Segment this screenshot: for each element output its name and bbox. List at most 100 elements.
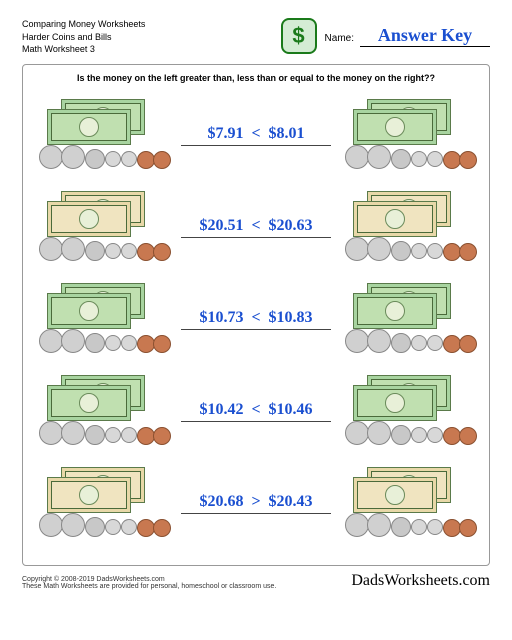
bill-icon <box>353 201 437 237</box>
coin-icon <box>367 237 391 261</box>
copyright-text: Copyright © 2008-2019 DadsWorksheets.com <box>22 576 276 583</box>
problem-row: $20.51 < $20.63 <box>33 189 479 267</box>
coin-icon <box>153 151 171 169</box>
bill-icon <box>47 477 131 513</box>
coin-icon <box>427 151 443 167</box>
money-pile <box>339 97 479 175</box>
coin-icon <box>345 421 369 445</box>
coin-icon <box>153 519 171 537</box>
coin-icon <box>39 329 63 353</box>
coin-icon <box>459 335 477 353</box>
coin-icon <box>427 427 443 443</box>
bill-icon <box>353 477 437 513</box>
header-right: $ Name: Answer Key <box>281 18 490 54</box>
coin-icon <box>121 151 137 167</box>
money-pile <box>339 189 479 267</box>
coin-icon <box>411 519 427 535</box>
coin-icon <box>85 241 105 261</box>
title-block: Comparing Money Worksheets Harder Coins … <box>22 18 145 56</box>
coin-icon <box>153 243 171 261</box>
coin-icon <box>39 145 63 169</box>
title-line-1: Comparing Money Worksheets <box>22 18 145 31</box>
coin-icon <box>345 237 369 261</box>
money-pile <box>33 97 173 175</box>
coin-icon <box>391 333 411 353</box>
worksheet-header: Comparing Money Worksheets Harder Coins … <box>22 18 490 56</box>
money-pile <box>33 189 173 267</box>
brand-text: DadsWorksheets.com <box>351 572 490 590</box>
coin-icon <box>411 427 427 443</box>
coin-icon <box>391 425 411 445</box>
bill-icon <box>47 293 131 329</box>
coin-icon <box>459 243 477 261</box>
coin-icon <box>85 425 105 445</box>
coin-icon <box>427 519 443 535</box>
coin-icon <box>121 335 137 351</box>
coin-icon <box>411 243 427 259</box>
coin-icon <box>61 329 85 353</box>
coin-icon <box>61 421 85 445</box>
coin-icon <box>39 421 63 445</box>
coin-icon <box>105 335 121 351</box>
comparison-answer: $20.68 > $20.43 <box>181 493 331 514</box>
coin-icon <box>105 151 121 167</box>
coin-icon <box>39 237 63 261</box>
coin-icon <box>105 243 121 259</box>
money-pile <box>339 465 479 543</box>
comparison-answer: $10.42 < $10.46 <box>181 401 331 422</box>
coin-icon <box>105 427 121 443</box>
coin-icon <box>459 519 477 537</box>
coin-icon <box>153 427 171 445</box>
problem-row: $10.42 < $10.46 <box>33 373 479 451</box>
coin-icon <box>121 243 137 259</box>
money-pile <box>33 281 173 359</box>
title-line-3: Math Worksheet 3 <box>22 43 145 56</box>
coin-icon <box>427 243 443 259</box>
name-label: Name: <box>325 33 354 44</box>
worksheet-footer: Copyright © 2008-2019 DadsWorksheets.com… <box>22 572 490 590</box>
coin-icon <box>391 241 411 261</box>
money-pile <box>33 373 173 451</box>
coin-icon <box>85 517 105 537</box>
answer-key-text: Answer Key <box>360 25 490 47</box>
title-line-2: Harder Coins and Bills <box>22 31 145 44</box>
coin-icon <box>367 513 391 537</box>
coin-icon <box>153 335 171 353</box>
bill-icon <box>353 385 437 421</box>
coin-icon <box>105 519 121 535</box>
coin-icon <box>367 145 391 169</box>
money-pile <box>339 281 479 359</box>
coin-icon <box>411 335 427 351</box>
coin-icon <box>61 145 85 169</box>
coin-icon <box>367 421 391 445</box>
problem-row: $7.91 < $8.01 <box>33 97 479 175</box>
bill-icon <box>47 385 131 421</box>
coin-icon <box>61 237 85 261</box>
problem-row: $10.73 < $10.83 <box>33 281 479 359</box>
coin-icon <box>345 145 369 169</box>
problem-row: $20.68 > $20.43 <box>33 465 479 543</box>
coin-icon <box>85 149 105 169</box>
instruction-text: Is the money on the left greater than, l… <box>33 73 479 83</box>
coin-icon <box>459 151 477 169</box>
comparison-answer: $7.91 < $8.01 <box>181 125 331 146</box>
dollar-icon: $ <box>281 18 317 54</box>
usage-note: These Math Worksheets are provided for p… <box>22 583 276 590</box>
bill-icon <box>47 201 131 237</box>
coin-icon <box>61 513 85 537</box>
coin-icon <box>345 329 369 353</box>
money-pile <box>33 465 173 543</box>
coin-icon <box>459 427 477 445</box>
coin-icon <box>427 335 443 351</box>
comparison-answer: $20.51 < $20.63 <box>181 217 331 238</box>
coin-icon <box>391 149 411 169</box>
coin-icon <box>121 427 137 443</box>
money-pile <box>339 373 479 451</box>
coin-icon <box>411 151 427 167</box>
bill-icon <box>47 109 131 145</box>
coin-icon <box>367 329 391 353</box>
bill-icon <box>353 293 437 329</box>
name-field: Name: Answer Key <box>325 25 490 47</box>
coin-icon <box>391 517 411 537</box>
coin-icon <box>121 519 137 535</box>
